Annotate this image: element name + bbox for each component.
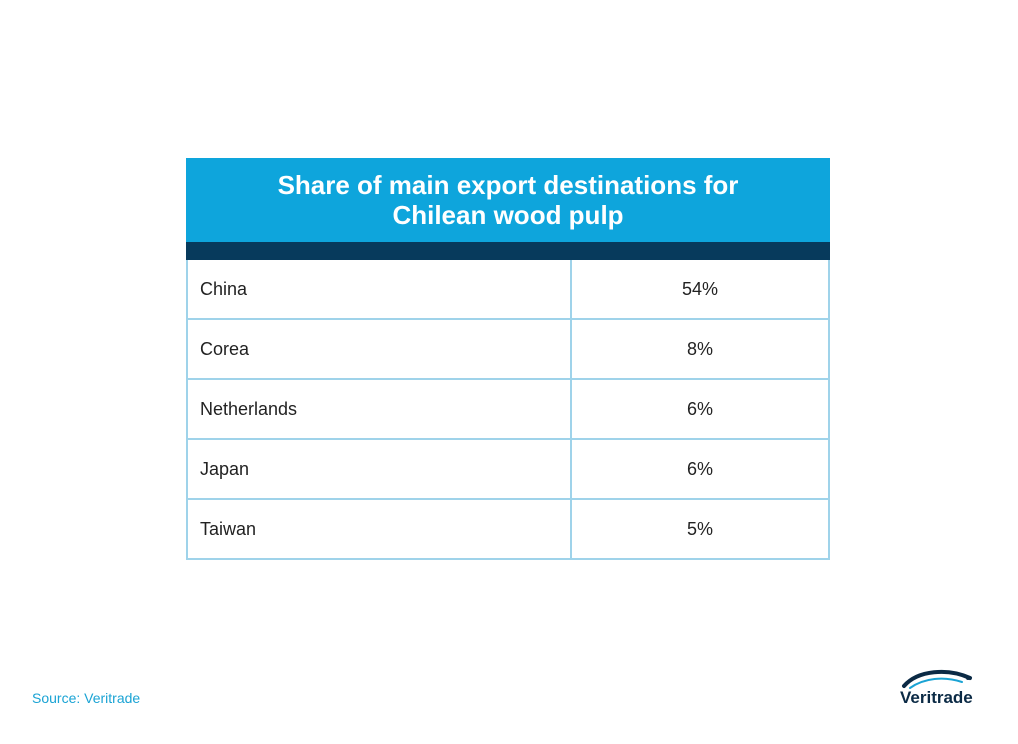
export-share-table: Share of main export destinations for Ch… [186,158,830,560]
table-row: China 54% [188,260,828,320]
table-body: China 54% Corea 8% Netherlands 6% Japan … [186,260,830,560]
table-title-line-2: Chilean wood pulp [392,200,624,230]
logo-swoosh-icon [902,669,972,689]
country-cell: Corea [188,320,572,378]
share-cell: 6% [686,398,713,419]
table-row: Taiwan 5% [188,500,828,560]
header-divider-bar [186,242,830,260]
share-cell: 6% [686,458,713,479]
share-cell: 54% [681,278,719,299]
veritrade-logo: Veritrade [900,668,990,714]
share-cell: 5% [686,518,713,539]
table-row: Japan 6% [188,440,828,500]
table-row: Netherlands 6% [188,380,828,440]
table-title-line-1: Share of main export destinations for [277,170,739,200]
table-row: Corea 8% [188,320,828,380]
logo-wordmark: Veritrade [900,688,973,707]
source-note: Source: Veritrade [32,690,141,706]
country-cell: China [188,260,572,318]
country-cell: Japan [188,440,572,498]
table-title: Share of main export destinations for Ch… [186,158,830,242]
country-cell: Netherlands [188,380,572,438]
country-cell: Taiwan [188,500,572,558]
share-cell: 8% [686,338,713,359]
